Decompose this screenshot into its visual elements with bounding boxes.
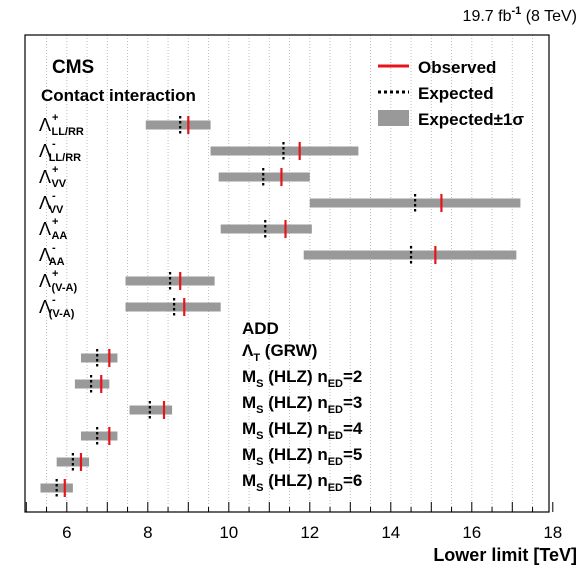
- x-tick-label: 16: [462, 523, 481, 542]
- x-tick-label: 10: [219, 523, 238, 542]
- add-row-label: MS (HLZ) nED=2: [242, 367, 362, 390]
- add-row-label: MS (HLZ) nED=6: [242, 471, 362, 494]
- expected-band: [218, 172, 310, 182]
- contact-row-label: Λ+ AA: [39, 216, 67, 242]
- add-row-label: MS (HLZ) nED=5: [242, 445, 362, 468]
- contact-row-label: Λ+ LL/RR: [39, 112, 84, 138]
- expected-band: [80, 353, 118, 363]
- expected-band: [74, 379, 110, 389]
- limit-rows: [40, 116, 521, 497]
- expected-band: [125, 302, 221, 312]
- x-tick-label: 6: [62, 523, 71, 542]
- legend-observed-label: Observed: [418, 58, 496, 77]
- x-tick-label: 18: [543, 523, 562, 542]
- add-row-label: MS (HLZ) nED=3: [242, 393, 362, 416]
- x-axis: 6 8 10 12 14 16 18: [25, 502, 562, 542]
- add-title: ADD: [242, 319, 279, 338]
- expected-band: [80, 431, 118, 441]
- x-tick-label: 14: [381, 523, 400, 542]
- expected-band: [125, 276, 215, 286]
- contact-row-label: Λ-LL/RR: [39, 138, 81, 164]
- expected-band: [129, 405, 173, 415]
- luminosity-label: 19.7 fb-1 (8 TeV): [463, 5, 577, 25]
- expected-band: [145, 120, 211, 130]
- legend-band-swatch: [378, 110, 409, 126]
- contact-row-label: Λ+ (V-A): [39, 268, 77, 294]
- x-tick-label: 8: [143, 523, 152, 542]
- contact-interaction-title: Contact interaction: [41, 86, 196, 105]
- gridlines: [46, 35, 534, 512]
- expected-band: [56, 457, 90, 467]
- contact-row-label: Λ-(V-A): [39, 294, 75, 320]
- row-labels: Λ+ LL/RRΛ-LL/RRΛ+ VVΛ-VVΛ+ AAΛ-AAΛ+ (V-A)Λ-(…: [39, 112, 363, 494]
- legend: Observed Expected Expected±1σ: [378, 58, 524, 129]
- expected-band: [220, 224, 312, 234]
- expected-band: [303, 250, 517, 260]
- contact-row-label: Λ+ VV: [39, 164, 67, 190]
- expected-band: [210, 146, 359, 156]
- expected-band: [40, 483, 73, 493]
- plot-frame: [24, 34, 550, 513]
- legend-expected-label: Expected: [418, 84, 494, 103]
- experiment-label: CMS: [52, 57, 94, 78]
- add-row-label: ΛT (GRW): [242, 341, 317, 364]
- contact-row-label: Λ-AA: [39, 242, 65, 268]
- expected-band: [309, 198, 521, 208]
- contact-row-label: Λ-VV: [39, 190, 64, 216]
- add-row-label: MS (HLZ) nED=4: [242, 419, 363, 442]
- x-axis-label: Lower limit [TeV]: [433, 545, 577, 565]
- legend-band-label: Expected±1σ: [418, 110, 524, 129]
- x-tick-label: 12: [300, 523, 319, 542]
